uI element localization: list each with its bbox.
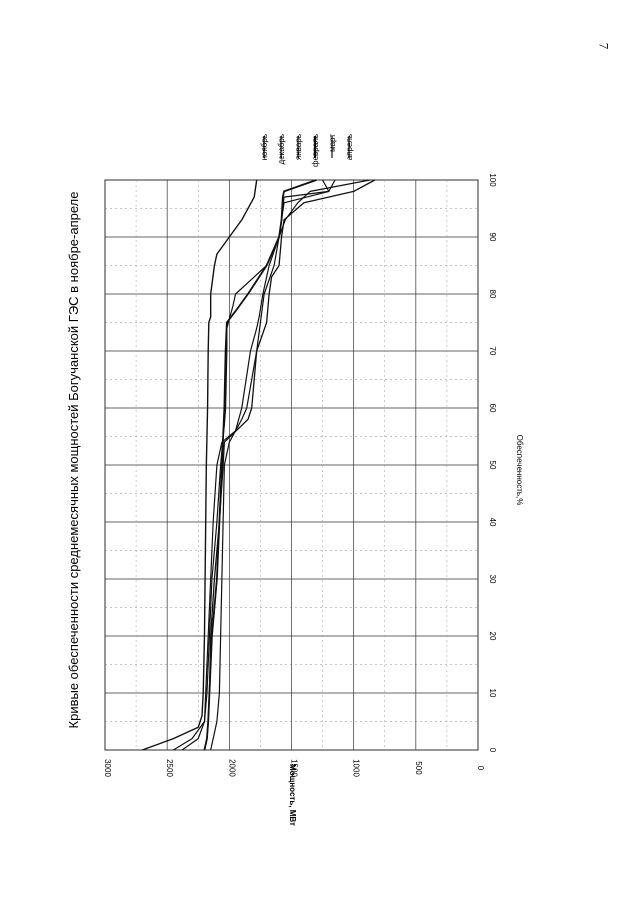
x-tick-label: 80 (488, 290, 497, 299)
x-tick-label: 20 (488, 632, 497, 641)
x-tick-label: 90 (488, 233, 497, 242)
legend-label: ноябрь (260, 134, 269, 160)
x-tick-label: 70 (488, 347, 497, 356)
y-tick-label: 500 (414, 761, 423, 775)
x-tick-label: 100 (488, 173, 497, 187)
y-tick-label: 2000 (227, 759, 236, 777)
legend: ноябрь декабрь январь февраль март апрель (260, 134, 354, 167)
series-line-6 (203, 179, 376, 751)
series-line-5 (210, 179, 336, 751)
series-line-1 (142, 179, 258, 751)
y-tick-label: 2500 (165, 759, 174, 777)
x-tick-label: 0 (488, 748, 497, 753)
series-lines (142, 179, 376, 751)
x-tick-label: 60 (488, 404, 497, 413)
x-tick-label: 50 (488, 461, 497, 470)
legend-label: декабрь (277, 134, 286, 164)
x-tick-label: 40 (488, 518, 497, 527)
y-axis-label: Мощность, МВт (288, 764, 297, 826)
y-tick-label: 3000 (103, 759, 112, 777)
chart-rotated-group: 0102030405060708090100050010001500200025… (66, 134, 524, 826)
legend-label: февраль (311, 134, 320, 167)
y-tick-label: 0 (476, 766, 485, 771)
tick-labels: 0102030405060708090100050010001500200025… (103, 173, 497, 777)
x-tick-label: 10 (488, 689, 497, 698)
y-tick-label: 1000 (352, 759, 361, 777)
grid (104, 179, 479, 751)
legend-label: март (328, 134, 337, 152)
legend-label: январь (294, 134, 303, 160)
x-tick-label: 30 (488, 575, 497, 584)
legend-label: апрель (345, 134, 354, 160)
x-axis-label: Обеспеченность,% (515, 435, 524, 506)
chart-title: Кривые обеспеченности среднемесячных мощ… (66, 192, 81, 729)
y-tick-label: 1500 (290, 759, 299, 777)
